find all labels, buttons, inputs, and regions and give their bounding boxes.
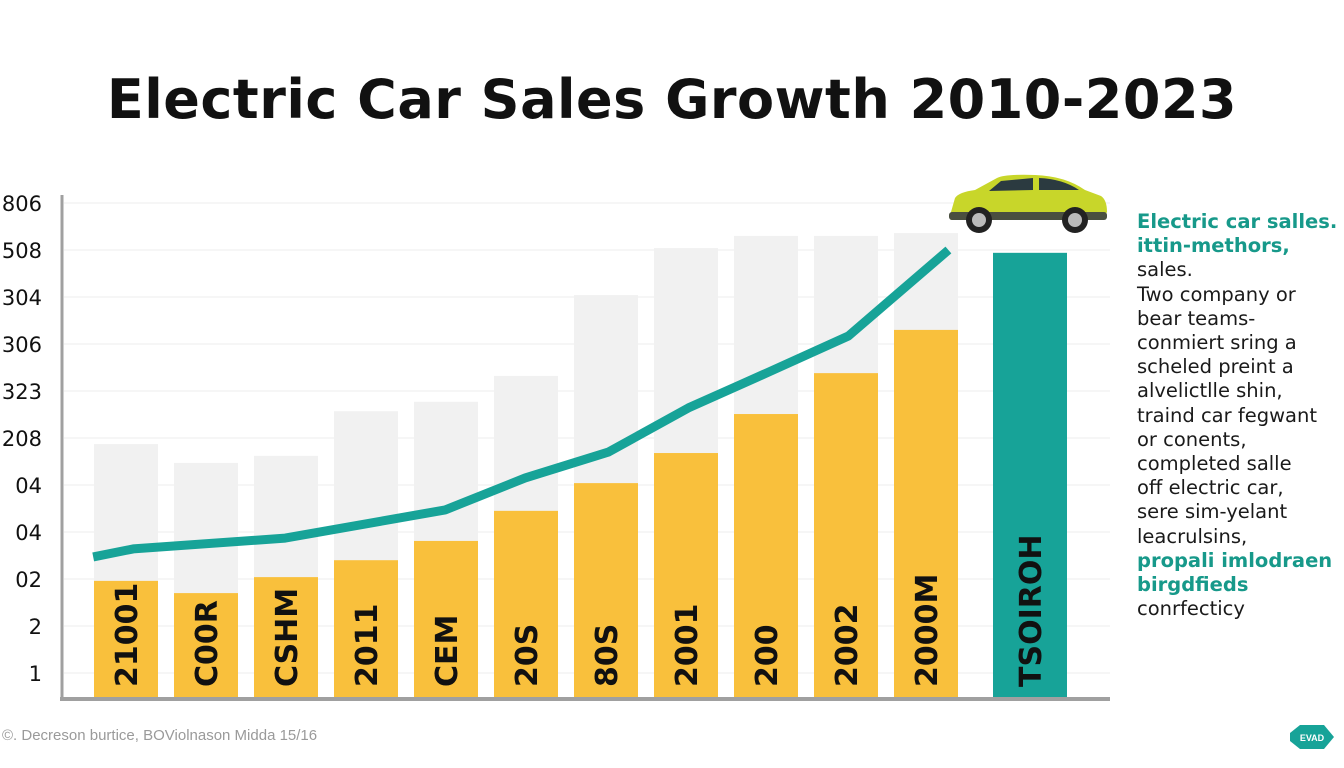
description-line: propali imlodraen bbox=[1137, 548, 1333, 572]
bar bbox=[414, 540, 478, 699]
bar bbox=[993, 252, 1067, 699]
trend-line-path bbox=[92, 246, 952, 562]
bar bbox=[574, 483, 638, 699]
chart-title: Electric Car Sales Growth 2010-2023 bbox=[106, 68, 1238, 131]
logo-text: EVAD bbox=[1300, 733, 1325, 743]
y-tick-label: 04 bbox=[15, 474, 42, 498]
bar-label: TSOIROH bbox=[1014, 535, 1049, 687]
description-line: or conents, bbox=[1137, 427, 1247, 451]
description-line: completed salle bbox=[1137, 452, 1292, 476]
bar bbox=[174, 593, 238, 699]
bar-label: C00R bbox=[190, 600, 225, 687]
bar bbox=[734, 414, 798, 699]
description-line: leacrulsins, bbox=[1137, 524, 1248, 548]
bar bbox=[654, 453, 718, 699]
y-axis-ticks: 1 2 02 04 04 208 323 306 304 508 806 bbox=[2, 192, 42, 686]
y-tick-label: 02 bbox=[15, 568, 42, 592]
description-line: conmiert sring a bbox=[1137, 331, 1297, 355]
y-tick-label: 508 bbox=[2, 239, 42, 263]
description-line: birgdfieds bbox=[1137, 573, 1249, 597]
footer-credit: ©. Decreson burtice, BOViolnason Midda 1… bbox=[2, 727, 318, 744]
y-tick-label: 323 bbox=[2, 380, 42, 404]
y-tick-label: 1 bbox=[29, 662, 42, 686]
bar bbox=[94, 580, 158, 699]
bar-label: 2000M bbox=[910, 574, 945, 687]
description-line: traind car fegwant bbox=[1137, 403, 1317, 427]
description-line: Electric car salles. bbox=[1137, 210, 1338, 233]
car-illustration bbox=[949, 174, 1107, 233]
description-line: ittin-methors, bbox=[1137, 234, 1290, 258]
description-line: conrfecticy bbox=[1137, 597, 1245, 621]
description-line: sales. bbox=[1137, 258, 1193, 282]
bar bbox=[254, 577, 318, 699]
bar bbox=[494, 510, 558, 699]
bars bbox=[94, 252, 1067, 699]
bar-label: 2002 bbox=[830, 604, 865, 688]
bar-label: 2001 bbox=[670, 604, 705, 688]
y-tick-label: 04 bbox=[15, 521, 42, 545]
bar bbox=[334, 560, 398, 699]
y-tick-label: 806 bbox=[2, 192, 42, 216]
bar-label: 2011 bbox=[350, 604, 385, 688]
bar-label: 80S bbox=[590, 624, 625, 687]
bar bbox=[894, 329, 958, 699]
trend-line bbox=[92, 246, 952, 562]
axes bbox=[60, 195, 1110, 701]
bar bbox=[814, 373, 878, 699]
bar-label: CSHM bbox=[270, 588, 305, 687]
y-tick-label: 304 bbox=[2, 286, 42, 310]
description-line: Two company or bbox=[1137, 282, 1296, 306]
description-line: scheled preint a bbox=[1137, 355, 1294, 379]
y-tick-label: 208 bbox=[2, 427, 42, 451]
bar-label: 200 bbox=[750, 624, 785, 687]
description-text: Electric car salles. ittin-methors, sales.… bbox=[1137, 210, 1344, 621]
bar-label: CEM bbox=[430, 615, 465, 687]
description-line: sere sim-yelant bbox=[1137, 500, 1288, 524]
description-line: alvelictlle shin, bbox=[1137, 379, 1283, 403]
bar-labels: 21001 C00R CSHM 2011 CEM 20S 80S 2001 200 2002 200… bbox=[110, 535, 1049, 687]
y-tick-label: 2 bbox=[29, 615, 42, 639]
description-line: off electric car, bbox=[1137, 476, 1284, 500]
y-tick-label: 306 bbox=[2, 333, 42, 357]
ev-logo-icon: EVAD bbox=[1290, 725, 1334, 749]
description-line: bear teams- bbox=[1137, 306, 1256, 330]
bar-label: 21001 bbox=[110, 583, 145, 687]
bar-label: 20S bbox=[510, 624, 545, 687]
